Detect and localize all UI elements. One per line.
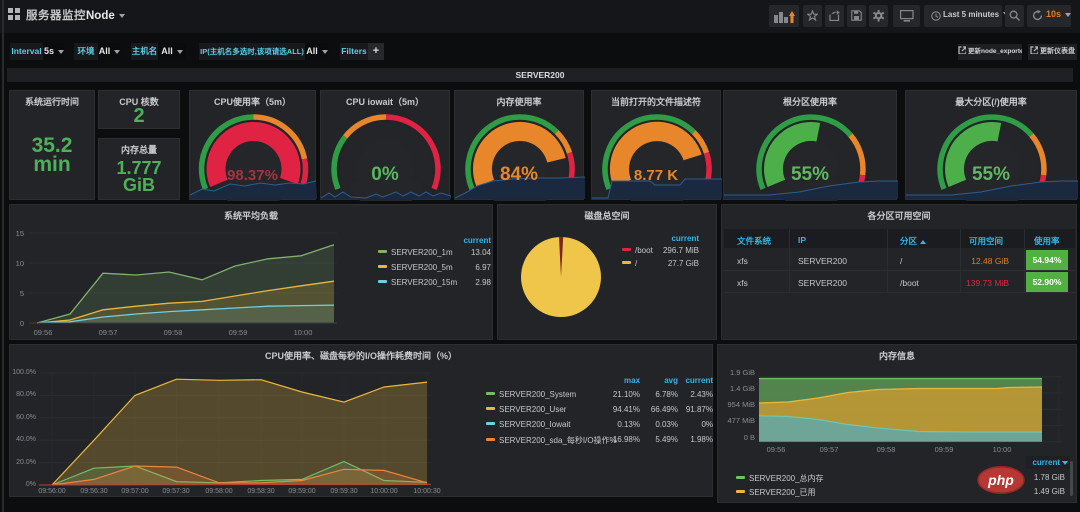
svg-text:php: php xyxy=(987,472,1014,488)
